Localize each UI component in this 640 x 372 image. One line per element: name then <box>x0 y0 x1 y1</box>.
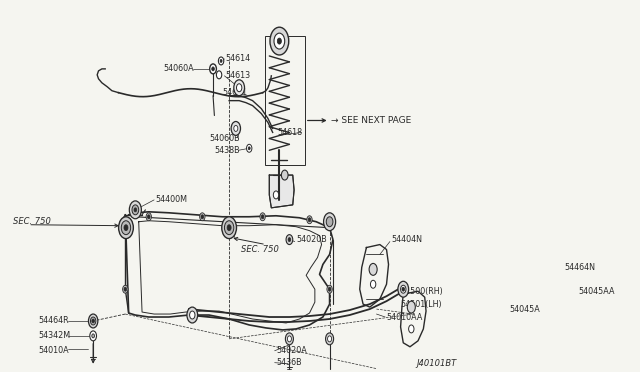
Circle shape <box>237 84 242 92</box>
Polygon shape <box>269 175 294 208</box>
Circle shape <box>234 80 244 96</box>
Circle shape <box>308 218 311 222</box>
Circle shape <box>559 268 562 271</box>
Text: 54060B: 54060B <box>209 134 240 143</box>
Circle shape <box>227 225 231 231</box>
Circle shape <box>200 213 205 221</box>
Text: 54464R: 54464R <box>38 317 69 326</box>
Text: J40101BT: J40101BT <box>417 359 457 368</box>
Text: 54020A: 54020A <box>276 346 307 355</box>
Circle shape <box>282 170 288 180</box>
Circle shape <box>248 147 250 150</box>
Circle shape <box>548 321 552 327</box>
Text: 5436B: 5436B <box>276 358 301 367</box>
Text: 54613: 54613 <box>226 71 251 80</box>
Circle shape <box>328 336 332 342</box>
Text: → SEE NEXT PAGE: → SEE NEXT PAGE <box>331 116 411 125</box>
Circle shape <box>146 213 152 221</box>
Circle shape <box>90 317 96 325</box>
Circle shape <box>129 201 141 219</box>
Circle shape <box>201 215 204 219</box>
Circle shape <box>288 238 291 241</box>
Circle shape <box>307 216 312 224</box>
Circle shape <box>189 311 195 319</box>
Circle shape <box>407 301 415 313</box>
Circle shape <box>246 144 252 152</box>
Circle shape <box>572 291 576 297</box>
Circle shape <box>572 306 576 312</box>
Circle shape <box>326 333 333 345</box>
Text: 54611: 54611 <box>223 88 248 97</box>
Circle shape <box>122 221 131 235</box>
Circle shape <box>558 265 563 273</box>
Circle shape <box>225 221 234 235</box>
Circle shape <box>221 217 237 238</box>
Text: 54060A: 54060A <box>164 64 195 73</box>
Circle shape <box>328 287 331 291</box>
Circle shape <box>212 67 214 71</box>
Circle shape <box>277 38 282 44</box>
Circle shape <box>261 215 264 219</box>
Circle shape <box>90 331 97 341</box>
Circle shape <box>210 64 216 74</box>
Text: 54400M: 54400M <box>156 195 188 204</box>
Circle shape <box>369 263 377 275</box>
Circle shape <box>88 314 98 328</box>
Circle shape <box>324 213 335 231</box>
Text: 54501(LH): 54501(LH) <box>400 299 442 309</box>
Circle shape <box>402 287 404 291</box>
Circle shape <box>273 191 278 199</box>
Circle shape <box>401 285 406 293</box>
Circle shape <box>371 280 376 288</box>
Circle shape <box>234 125 238 131</box>
Circle shape <box>285 333 293 345</box>
Circle shape <box>287 336 291 342</box>
Text: 54404N: 54404N <box>391 235 422 244</box>
Text: 54020B: 54020B <box>296 235 327 244</box>
Circle shape <box>220 60 222 62</box>
Circle shape <box>260 213 266 221</box>
Circle shape <box>231 122 241 135</box>
Bar <box>264 36 305 165</box>
Text: 54464N: 54464N <box>564 263 595 272</box>
Circle shape <box>132 205 139 215</box>
Circle shape <box>134 208 137 212</box>
Text: 54045AA: 54045AA <box>579 287 615 296</box>
Circle shape <box>326 217 333 227</box>
Text: 5438B: 5438B <box>214 146 240 155</box>
Circle shape <box>274 33 285 49</box>
Text: 54618: 54618 <box>278 128 303 137</box>
Text: 54010AA: 54010AA <box>387 312 423 321</box>
Circle shape <box>556 262 565 276</box>
Text: 54045A: 54045A <box>509 305 540 314</box>
Circle shape <box>187 307 198 323</box>
Circle shape <box>327 285 332 293</box>
Circle shape <box>398 281 408 297</box>
Circle shape <box>408 325 414 333</box>
Circle shape <box>548 306 552 312</box>
Circle shape <box>92 319 95 323</box>
Text: SEC. 750: SEC. 750 <box>13 217 51 226</box>
Text: 54342M: 54342M <box>38 331 70 340</box>
Circle shape <box>270 27 289 55</box>
Circle shape <box>286 235 292 244</box>
Text: 54614: 54614 <box>226 54 251 64</box>
Circle shape <box>548 291 552 297</box>
Circle shape <box>572 321 576 327</box>
Circle shape <box>124 287 127 291</box>
Circle shape <box>118 217 133 238</box>
Text: 54500(RH): 54500(RH) <box>400 287 443 296</box>
Circle shape <box>123 285 128 293</box>
Circle shape <box>218 57 224 65</box>
Circle shape <box>92 334 95 338</box>
Circle shape <box>124 225 128 231</box>
Circle shape <box>216 71 221 79</box>
Text: SEC. 750: SEC. 750 <box>241 245 279 254</box>
Circle shape <box>147 215 150 219</box>
Text: 54010A: 54010A <box>38 346 69 355</box>
